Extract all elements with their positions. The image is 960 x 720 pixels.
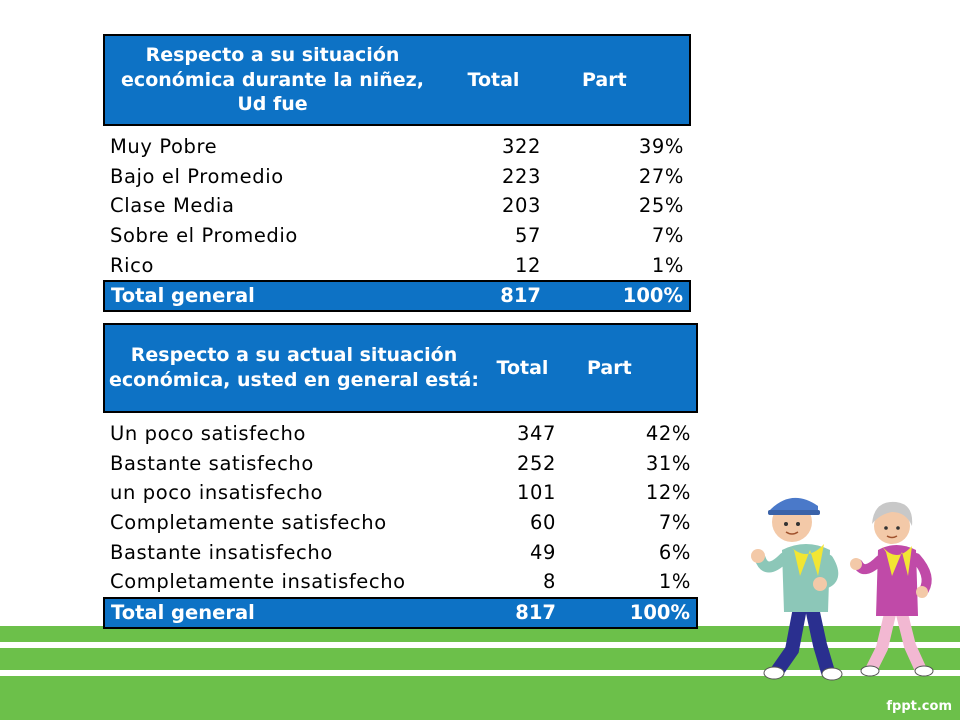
table-row: Bastante insatisfecho 49 6%	[104, 537, 697, 567]
track-lane-line	[0, 642, 960, 648]
row-total: 347	[516, 422, 556, 446]
row-label: Sobre el Promedio	[110, 224, 298, 248]
row-label: Bastante satisfecho	[110, 451, 314, 475]
total-row: Total general 817 100%	[103, 596, 698, 629]
table-row: Sobre el Promedio 57 7%	[104, 221, 690, 251]
track-lane-line	[0, 670, 960, 676]
row-label: Muy Pobre	[110, 135, 218, 159]
total-count: 817	[440, 279, 547, 312]
row-total: 49	[529, 540, 556, 564]
row-part: 6%	[658, 540, 691, 564]
row-total: 101	[516, 481, 556, 505]
header-total: Total	[440, 35, 547, 125]
row-total: 252	[516, 451, 556, 475]
row-part: 1%	[651, 253, 684, 277]
row-label: Bajo el Promedio	[110, 164, 284, 188]
header-category: Respecto a su situación económica durant…	[104, 35, 440, 125]
row-part: 7%	[658, 511, 691, 535]
table-header-row: Respecto a su actual situación económica…	[104, 324, 697, 412]
table-row: un poco insatisfecho 101 12%	[104, 478, 697, 508]
total-label: Total general	[103, 279, 440, 312]
header-part: Part	[547, 35, 690, 125]
row-total: 223	[501, 164, 541, 188]
total-count: 817	[483, 596, 562, 629]
row-total: 203	[501, 194, 541, 218]
row-label: Bastante insatisfecho	[110, 540, 333, 564]
row-part: 31%	[645, 451, 691, 475]
table-row: Bastante satisfecho 252 31%	[104, 449, 697, 479]
row-part: 42%	[645, 422, 691, 446]
row-label: Clase Media	[110, 194, 235, 218]
total-row: Total general 817 100%	[103, 279, 691, 312]
row-part: 12%	[645, 481, 691, 505]
row-label: Rico	[110, 253, 155, 277]
table-row: Clase Media 203 25%	[104, 191, 690, 221]
total-part: 100%	[562, 596, 698, 629]
header-part: Part	[562, 324, 697, 412]
row-total: 60	[529, 511, 556, 535]
childhood-economic-table: Respecto a su situación económica durant…	[103, 34, 691, 312]
row-total: 57	[514, 224, 541, 248]
current-economic-table: Respecto a su actual situación económica…	[103, 323, 698, 629]
row-part: 25%	[638, 194, 684, 218]
elderly-couple-walking-illustration	[751, 497, 934, 681]
header-total: Total	[483, 324, 562, 412]
row-part: 7%	[651, 224, 684, 248]
elderly-woman-figure	[850, 501, 934, 677]
table-row: Completamente insatisfecho 8 1%	[104, 567, 697, 598]
row-total: 12	[514, 253, 541, 277]
row-label: un poco insatisfecho	[110, 481, 324, 505]
total-part: 100%	[547, 279, 691, 312]
row-part: 39%	[638, 135, 684, 159]
row-part: 1%	[658, 570, 691, 594]
elderly-man-figure	[751, 497, 843, 681]
table-row: Bajo el Promedio 223 27%	[104, 162, 690, 192]
row-label: Un poco satisfecho	[110, 422, 306, 446]
row-total: 8	[542, 570, 556, 594]
table-row: Muy Pobre 322 39%	[104, 132, 690, 162]
header-category: Respecto a su actual situación económica…	[104, 324, 483, 412]
row-part: 27%	[638, 164, 684, 188]
brand-watermark: fppt.com	[886, 699, 952, 714]
row-label: Completamente satisfecho	[110, 511, 387, 535]
table-row: Un poco satisfecho 347 42%	[104, 419, 697, 449]
table-header-row: Respecto a su situación económica durant…	[104, 35, 690, 125]
total-label: Total general	[103, 596, 483, 629]
row-label: Completamente insatisfecho	[110, 570, 406, 594]
table-row: Completamente satisfecho 60 7%	[104, 508, 697, 538]
table-row: Rico 12 1%	[104, 250, 690, 281]
row-total: 322	[501, 135, 541, 159]
